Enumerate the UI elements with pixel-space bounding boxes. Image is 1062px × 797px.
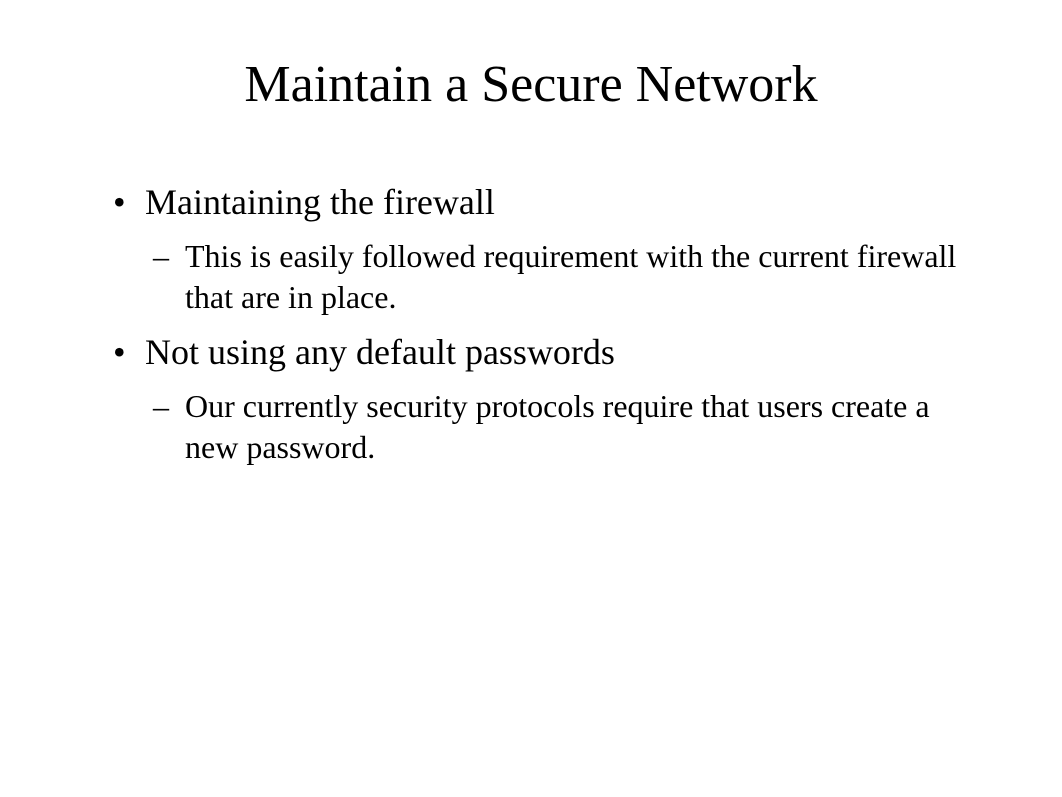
sub-bullet-text: This is easily followed requirement with… [185, 238, 956, 316]
bullet-text: Not using any default passwords [145, 332, 615, 372]
bullet-text: Maintaining the firewall [145, 182, 495, 222]
bullet-item: Not using any default passwords Our curr… [105, 329, 972, 469]
sub-bullet-item: This is easily followed requirement with… [145, 236, 972, 319]
sub-bullet-item: Our currently security protocols require… [145, 386, 972, 469]
bullet-item: Maintaining the firewall This is easily … [105, 179, 972, 319]
bullet-list-level1: Maintaining the firewall This is easily … [105, 179, 972, 469]
sub-bullet-text: Our currently security protocols require… [185, 388, 930, 466]
bullet-list-level2: Our currently security protocols require… [145, 386, 972, 469]
bullet-list-level2: This is easily followed requirement with… [145, 236, 972, 319]
slide-title: Maintain a Secure Network [90, 55, 972, 114]
slide-content: Maintaining the firewall This is easily … [90, 179, 972, 469]
